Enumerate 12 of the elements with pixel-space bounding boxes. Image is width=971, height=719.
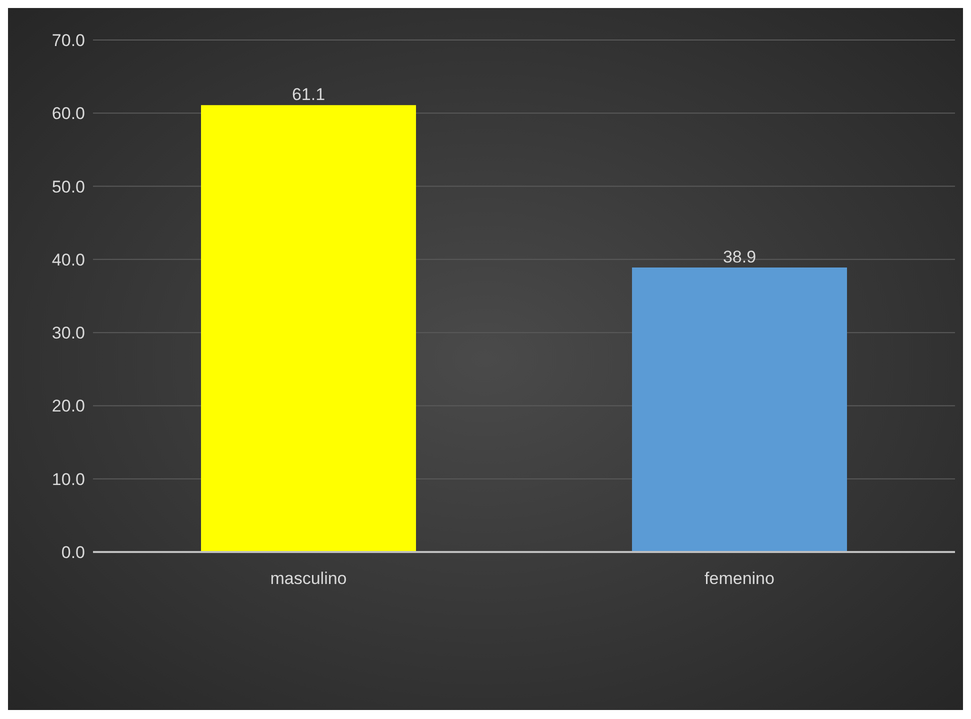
y-tick-label: 10.0: [52, 470, 85, 489]
y-tick-label: 30.0: [52, 324, 85, 343]
y-tick-label: 40.0: [52, 250, 85, 270]
y-tick-label: 60.0: [52, 104, 85, 124]
x-tick-label: femenino: [704, 569, 774, 588]
y-tick-label: 20.0: [52, 396, 85, 416]
y-tick-label: 70.0: [52, 31, 85, 50]
data-label: 61.1: [292, 85, 326, 104]
y-tick-label: 50.0: [52, 177, 85, 196]
data-label: 38.9: [722, 247, 756, 266]
x-tick-label: masculino: [270, 569, 347, 588]
y-tick-label: 0.0: [61, 543, 85, 562]
